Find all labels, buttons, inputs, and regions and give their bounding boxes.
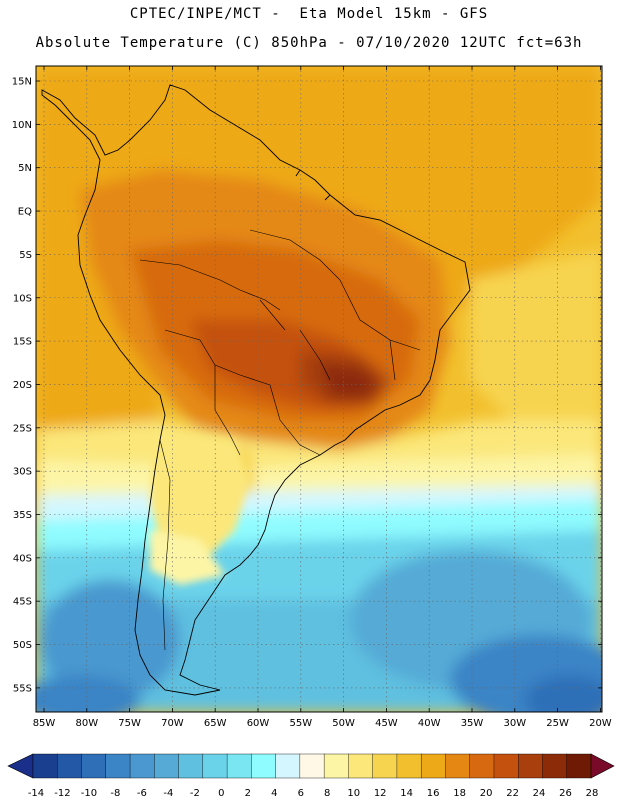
map-title-line-1: CPTEC/INPE/MCT - Eta Model 15km - GFS <box>129 6 489 22</box>
axis-ticks <box>36 66 602 712</box>
latitude-label: 55S <box>13 683 32 694</box>
colorbar <box>7 753 615 779</box>
latitude-label: 25S <box>13 423 32 434</box>
temperature-field <box>36 66 602 712</box>
colorbar-swatch <box>105 753 131 779</box>
latitude-label: 15S <box>13 337 32 348</box>
colorbar-label: -12 <box>54 788 70 799</box>
colorbar-swatch <box>178 753 204 779</box>
colorbar-label: 26 <box>559 788 572 799</box>
longitude-label: 20W <box>589 718 612 729</box>
colorbar-label: 12 <box>374 788 387 799</box>
colorbar-swatch <box>226 753 252 779</box>
colorbar-swatch <box>57 753 83 779</box>
political-borders <box>139 229 421 651</box>
colorbar-label: -4 <box>163 788 173 799</box>
colorbar-label: 14 <box>400 788 413 799</box>
colorbar-label: -8 <box>110 788 120 799</box>
colorbar-swatch <box>566 753 592 779</box>
longitude-label: 65W <box>204 718 227 729</box>
latitude-label: 20S <box>13 380 32 391</box>
longitude-label: 45W <box>375 718 398 729</box>
colorbar-label: 10 <box>347 788 360 799</box>
colorbar-swatch <box>372 753 398 779</box>
colorbar-swatch <box>348 753 374 779</box>
colorbar-label: 2 <box>245 788 251 799</box>
colorbar-label: 24 <box>533 788 546 799</box>
longitude-label: 60W <box>247 718 270 729</box>
colorbar-swatch <box>202 753 228 779</box>
colorbar-swatch <box>323 753 349 779</box>
latitude-label: 45S <box>13 597 32 608</box>
latitude-label: 5S <box>19 250 32 261</box>
longitude-label: 30W <box>503 718 526 729</box>
colorbar-swatch <box>445 753 471 779</box>
latitude-label: EQ <box>18 207 32 218</box>
map-frame <box>35 65 603 713</box>
colorbar-label: 6 <box>298 788 304 799</box>
colorbar-swatch <box>518 753 543 779</box>
colorbar-swatch <box>493 753 519 779</box>
latitude-label: 10S <box>13 293 32 304</box>
colorbar-swatch <box>275 753 301 779</box>
longitude-label: 25W <box>546 718 569 729</box>
colorbar-label: 16 <box>427 788 440 799</box>
colorbar-label: -10 <box>81 788 97 799</box>
colorbar-label: -2 <box>190 788 200 799</box>
longitude-label: 50W <box>332 718 355 729</box>
colorbar-over-arrow <box>590 753 615 779</box>
latitude-label: 30S <box>13 467 32 478</box>
longitude-label: 40W <box>418 718 441 729</box>
latitude-label: 5N <box>18 163 32 174</box>
latitude-label: 40S <box>13 553 32 564</box>
colorbar-label: -14 <box>28 788 44 799</box>
colorbar-swatch <box>154 753 180 779</box>
colorbar-swatch <box>469 753 495 779</box>
longitude-label: 80W <box>75 718 98 729</box>
latitude-label: 50S <box>13 640 32 651</box>
colorbar-label: 0 <box>218 788 224 799</box>
latitude-labels: 15N 10N 5N EQ 5S 10S 15S 20S 25S 30S 35S 40S 45S 50S 5… <box>12 77 32 695</box>
colorbar-swatch <box>81 753 107 779</box>
colorbar-under-arrow <box>7 753 34 779</box>
longitude-label: 85W <box>33 718 56 729</box>
colorbar-swatch <box>299 753 325 779</box>
longitude-label: 35W <box>461 718 484 729</box>
colorbar-swatch <box>129 753 155 779</box>
longitude-label: 75W <box>118 718 141 729</box>
colorbar-label: 4 <box>271 788 277 799</box>
colorbar-label: 28 <box>586 788 599 799</box>
coastlines <box>41 84 471 696</box>
colorbar-swatch <box>420 753 446 779</box>
colorbar-label: 22 <box>506 788 519 799</box>
colorbar-swatch <box>32 753 58 779</box>
colorbar-label: 18 <box>453 788 466 799</box>
latitude-label: 10N <box>12 120 32 131</box>
longitude-label: 70W <box>161 718 184 729</box>
latitude-label: 35S <box>13 510 32 521</box>
longitude-label: 55W <box>289 718 312 729</box>
latitude-label: 15N <box>12 77 32 88</box>
colorbar-labels: -14 -12 -10 -8 -6 -4 -2 0 2 4 6 8 10 12 14 16 18 20 22 24 26… <box>28 788 599 799</box>
longitude-labels: 85W 80W 75W 70W 65W 60W 55W 50W 45W 40W 35W 30W 25W 2… <box>33 718 612 729</box>
colorbar-label: 8 <box>324 788 330 799</box>
colorbar-swatch <box>542 753 568 779</box>
colorbar-swatch <box>251 753 277 779</box>
map-title-line-2: Absolute Temperature (C) 850hPa - 07/10/… <box>35 35 583 51</box>
colorbar-swatch <box>396 753 422 779</box>
colorbar-label: -6 <box>137 788 147 799</box>
colorbar-label: 20 <box>480 788 493 799</box>
